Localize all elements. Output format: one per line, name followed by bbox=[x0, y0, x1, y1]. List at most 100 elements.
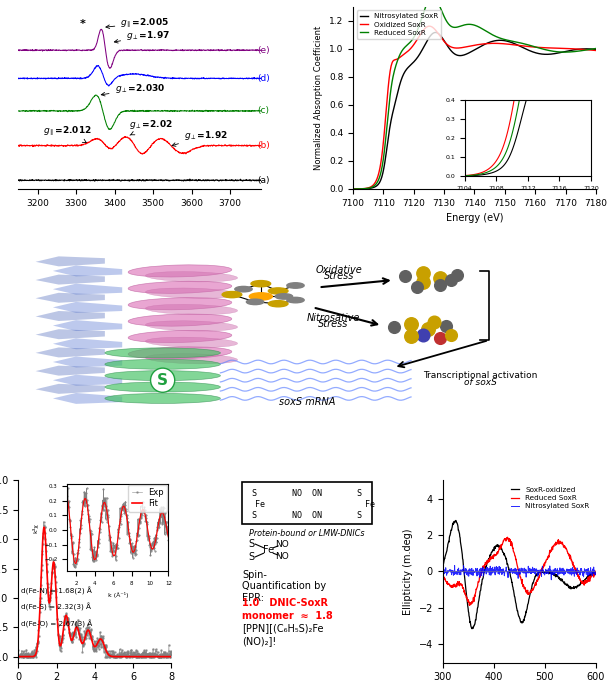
Nitrosylated SoxR bbox=[565, 568, 573, 576]
SoxR-oxidized bbox=[531, 575, 538, 583]
Polygon shape bbox=[35, 329, 105, 339]
Oxidized SoxR bbox=[549, 44, 556, 52]
Text: d(Fe-N) = 1.68(2) Å: d(Fe-N) = 1.68(2) Å bbox=[21, 587, 92, 595]
Reduced SoxR bbox=[549, 47, 556, 55]
Ellipse shape bbox=[145, 354, 238, 364]
Polygon shape bbox=[53, 320, 122, 331]
Line: Fit: Fit bbox=[18, 527, 171, 656]
Text: S: S bbox=[249, 539, 255, 549]
Nitrosylated SoxR bbox=[439, 567, 446, 575]
Fit bbox=[168, 652, 175, 660]
Text: (NO)₂]!: (NO)₂]! bbox=[242, 636, 277, 646]
Exp bbox=[15, 646, 22, 654]
X-axis label: Energy (eV): Energy (eV) bbox=[446, 213, 503, 223]
Ellipse shape bbox=[128, 314, 232, 326]
Text: d(Fe-S) = 2.32(3) Å: d(Fe-S) = 2.32(3) Å bbox=[21, 603, 91, 611]
Reduced SoxR bbox=[565, 550, 573, 558]
Reduced SoxR bbox=[513, 560, 520, 568]
Nitrosylated SoxR bbox=[465, 48, 472, 57]
SoxR-oxidized bbox=[589, 568, 596, 576]
Text: S       NO  ON       S: S NO ON S bbox=[252, 490, 362, 499]
Text: [PPN][(C₆H₅S)₂Fe: [PPN][(C₆H₅S)₂Fe bbox=[242, 624, 323, 633]
SoxR-oxidized bbox=[439, 559, 446, 568]
Line: Nitrosylated SoxR: Nitrosylated SoxR bbox=[443, 566, 596, 580]
Text: Nitrosative: Nitrosative bbox=[306, 313, 360, 323]
Polygon shape bbox=[53, 283, 122, 294]
Y-axis label: Ellipticity (m.deg): Ellipticity (m.deg) bbox=[403, 528, 413, 615]
Reduced SoxR bbox=[465, 20, 472, 29]
Reduced SoxR bbox=[504, 533, 511, 542]
Oxidized SoxR bbox=[350, 185, 357, 193]
Nitrosylated SoxR bbox=[589, 565, 596, 573]
Text: Protein-bound or LMW-DNICs: Protein-bound or LMW-DNICs bbox=[249, 529, 365, 538]
Ellipse shape bbox=[105, 348, 221, 358]
Text: Fe                    Fe: Fe Fe bbox=[240, 501, 375, 510]
Reduced SoxR bbox=[531, 582, 538, 590]
Text: S       NO  ON       S: S NO ON S bbox=[252, 512, 362, 520]
Polygon shape bbox=[53, 357, 122, 367]
Text: (b): (b) bbox=[257, 141, 270, 150]
Ellipse shape bbox=[145, 305, 238, 315]
Circle shape bbox=[275, 294, 292, 299]
Text: d(Fe-O) = 2.67(3) Å: d(Fe-O) = 2.67(3) Å bbox=[21, 619, 92, 628]
Fit bbox=[130, 652, 137, 660]
SoxR-oxidized bbox=[452, 516, 460, 525]
Exp bbox=[42, 540, 49, 548]
Text: S: S bbox=[249, 552, 255, 562]
Circle shape bbox=[249, 293, 272, 300]
Reduced SoxR bbox=[592, 44, 599, 53]
Polygon shape bbox=[53, 266, 122, 277]
Nitrosylated SoxR bbox=[482, 40, 489, 48]
Exp bbox=[85, 624, 92, 632]
Ellipse shape bbox=[105, 371, 221, 380]
Circle shape bbox=[246, 299, 264, 305]
Fit bbox=[40, 523, 47, 531]
Y-axis label: Normalized Absorption Coefficient: Normalized Absorption Coefficient bbox=[314, 26, 323, 170]
Fit bbox=[84, 626, 91, 635]
Ellipse shape bbox=[128, 281, 232, 294]
Nitrosylated SoxR bbox=[530, 564, 537, 572]
Fit bbox=[54, 624, 61, 632]
Oxidized SoxR bbox=[494, 40, 502, 48]
Nitrosylated SoxR bbox=[549, 50, 556, 58]
Nitrosylated SoxR bbox=[512, 568, 519, 576]
Nitrosylated SoxR bbox=[548, 576, 555, 584]
Text: monomer  ≈  1.8: monomer ≈ 1.8 bbox=[242, 611, 333, 621]
Text: S: S bbox=[157, 373, 168, 388]
Legend: Nitrosylated SoxR, Oxidized SoxR, Reduced SoxR: Nitrosylated SoxR, Oxidized SoxR, Reduce… bbox=[357, 10, 441, 39]
Line: Reduced SoxR: Reduced SoxR bbox=[353, 0, 596, 189]
Polygon shape bbox=[35, 384, 105, 394]
Text: $g_{\perp}$=2.030: $g_{\perp}$=2.030 bbox=[102, 83, 165, 96]
Text: of soxS: of soxS bbox=[464, 378, 497, 387]
Ellipse shape bbox=[145, 321, 238, 331]
Ellipse shape bbox=[105, 359, 221, 370]
Exp bbox=[55, 630, 62, 638]
Nitrosylated SoxR bbox=[451, 561, 458, 570]
Fit bbox=[117, 652, 125, 660]
Nitrosylated SoxR bbox=[592, 45, 599, 53]
Oxidized SoxR bbox=[426, 22, 433, 30]
Legend: SoxR-oxidized, Reduced SoxR, Nitrosylated SoxR: SoxR-oxidized, Reduced SoxR, Nitrosylate… bbox=[508, 484, 592, 512]
Oxidized SoxR bbox=[592, 46, 599, 55]
Circle shape bbox=[268, 301, 288, 307]
Text: Spin-
Quantification by
EPR:: Spin- Quantification by EPR: bbox=[242, 570, 326, 603]
SoxR-oxidized bbox=[592, 569, 599, 577]
Text: (e): (e) bbox=[257, 46, 270, 55]
Ellipse shape bbox=[145, 337, 238, 348]
Bar bbox=[242, 482, 372, 524]
Polygon shape bbox=[35, 348, 105, 357]
Line: Reduced SoxR: Reduced SoxR bbox=[443, 538, 596, 605]
Reduced SoxR bbox=[522, 586, 530, 594]
Ellipse shape bbox=[128, 347, 232, 359]
Exp bbox=[15, 652, 22, 660]
Line: Oxidized SoxR: Oxidized SoxR bbox=[353, 26, 596, 189]
Circle shape bbox=[222, 292, 242, 298]
Nitrosylated SoxR bbox=[513, 565, 520, 573]
Text: Transcriptional activation: Transcriptional activation bbox=[423, 371, 537, 380]
Legend: Exp, Fit: Exp, Fit bbox=[128, 484, 167, 512]
Text: Fe: Fe bbox=[263, 546, 274, 555]
Fit bbox=[42, 538, 49, 546]
Reduced SoxR bbox=[513, 555, 520, 563]
Oxidized SoxR bbox=[465, 42, 472, 51]
SoxR-oxidized bbox=[513, 600, 520, 608]
